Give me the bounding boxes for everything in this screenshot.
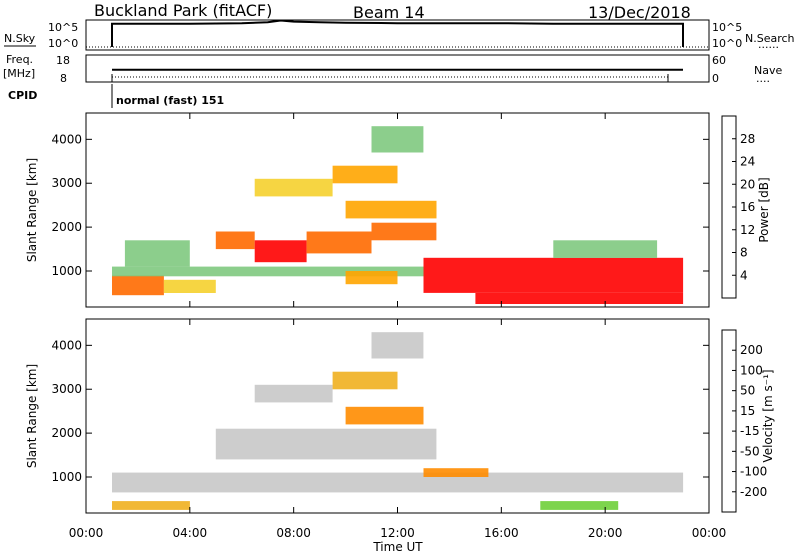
vel-cell-2 — [215, 428, 437, 460]
velocity-colorbar-tick-7: 200 — [740, 343, 763, 357]
noise-right-line: ...... — [758, 38, 779, 51]
velocity-colorbar-tick-5: 50 — [740, 384, 755, 398]
power-ytick-2: 3000 — [51, 176, 82, 190]
velocity-colorbar-tick-4: 15 — [740, 404, 755, 418]
power-colorbar-tick-4: 20 — [740, 177, 755, 191]
freq-left-tick-bottom: 8 — [60, 72, 67, 85]
power-cell-7 — [371, 222, 437, 241]
power-heatmap — [112, 126, 684, 304]
cpid-value: normal (fast) 151 — [116, 94, 224, 107]
power-cell-10 — [475, 293, 684, 304]
velocity-ytick-1: 2000 — [51, 426, 82, 440]
velocity-colorbar: -200 -100 -50 -15 15 50 100 200 — [721, 329, 767, 513]
power-ylabel: Slant Range [km] — [25, 158, 39, 262]
power-colorbar-tick-5: 24 — [740, 155, 755, 169]
freq-right-tick-bottom: 0 — [712, 72, 719, 85]
vel-cell-6 — [423, 468, 489, 477]
vel-cell-3 — [254, 384, 333, 403]
power-colorbar-tick-3: 16 — [740, 200, 755, 214]
x-tick-4: 16:00 — [484, 526, 519, 540]
power-cell-9 — [423, 257, 684, 293]
velocity-ytick-0: 1000 — [51, 470, 82, 484]
freq-left-tick-top: 18 — [56, 54, 70, 67]
date-title: 13/Dec/2018 — [588, 3, 691, 22]
station-title: Buckland Park (fitACF) — [94, 1, 272, 20]
velocity-colorbar-label: Velocity [m s⁻¹] — [761, 369, 775, 462]
velocity-ylabel: Slant Range [km] — [25, 364, 39, 468]
power-cell-11 — [254, 178, 333, 197]
power-cell-1 — [112, 266, 424, 277]
power-cell-3 — [163, 279, 216, 293]
vel-cell-4 — [332, 371, 398, 390]
vel-cell-5 — [345, 406, 424, 425]
noise-left-tick-bottom: 10^0 — [48, 37, 78, 50]
x-tick-3: 12:00 — [380, 526, 415, 540]
velocity-ytick-2: 3000 — [51, 382, 82, 396]
power-cell-4 — [215, 231, 255, 250]
noise-right-label: N.Search — [745, 32, 795, 45]
noise-right-tick-bottom: 10^0 — [712, 37, 742, 50]
cpid-label: CPID — [8, 89, 37, 102]
x-tick-1: 04:00 — [173, 526, 208, 540]
power-cell-6 — [306, 231, 372, 254]
x-tick-0: 00:00 — [69, 526, 104, 540]
noise-left-tick-top: 10^5 — [48, 21, 78, 34]
power-colorbar: 4 8 12 16 20 24 28 — [721, 115, 755, 299]
power-ytick-0: 1000 — [51, 264, 82, 278]
power-cell-8 — [345, 271, 398, 285]
power-cell-5 — [254, 240, 307, 263]
vel-cell-0 — [112, 472, 684, 493]
freq-left-label-bottom: [MHz] — [3, 67, 35, 80]
power-colorbar-tick-6: 28 — [740, 132, 755, 146]
x-tick-2: 08:00 — [276, 526, 311, 540]
power-colorbar-tick-2: 12 — [740, 223, 755, 237]
velocity-colorbar-tick-0: -200 — [740, 485, 767, 499]
x-tick-5: 20:00 — [588, 526, 623, 540]
freq-right-tick-top: 60 — [712, 54, 726, 67]
beam-title: Beam 14 — [353, 3, 425, 22]
vel-cell-8 — [371, 332, 424, 359]
power-panel: 1000 2000 3000 4000 Slant Range [km] 4 8 12 16… — [25, 112, 771, 308]
power-cell-0 — [112, 275, 164, 296]
power-cell-15 — [553, 240, 658, 258]
noise-sky-line — [111, 19, 684, 47]
frequency-panel: Freq. [MHz] 18 8 60 0 Nave .... — [3, 53, 782, 85]
power-cell-12 — [332, 165, 398, 184]
power-cell-2 — [124, 240, 190, 267]
x-axis-label: Time UT — [372, 540, 423, 554]
power-cell-14 — [371, 126, 424, 153]
velocity-ytick-3: 4000 — [51, 338, 82, 352]
velocity-heatmap — [112, 332, 684, 510]
power-colorbar-label: Power [dB] — [757, 177, 771, 242]
noise-right-tick-top: 10^5 — [712, 21, 742, 34]
velocity-colorbar-tick-6: 100 — [740, 363, 763, 377]
noise-panel: N.Sky 10^5 10^0 10^5 10^0 N.Search .....… — [4, 19, 795, 51]
power-colorbar-tick-1: 8 — [740, 246, 748, 260]
power-ytick-1: 2000 — [51, 220, 82, 234]
noise-left-label: N.Sky — [4, 32, 36, 45]
freq-left-label-top: Freq. — [6, 53, 33, 66]
x-tick-6: 00:00 — [692, 526, 727, 540]
power-colorbar-tick-0: 4 — [740, 268, 748, 282]
x-axis: 00:00 04:00 08:00 12:00 16:00 20:00 00:00 — [69, 113, 727, 540]
nave-label: Nave — [754, 64, 782, 77]
velocity-colorbar-tick-2: -50 — [740, 444, 760, 458]
nave-line: .... — [756, 72, 770, 85]
velocity-colorbar-tick-3: -15 — [740, 424, 760, 438]
velocity-colorbar-tick-1: -100 — [740, 465, 767, 479]
vel-cell-1 — [112, 501, 190, 510]
velocity-panel: 1000 2000 3000 4000 Slant Range [km] -200 -1… — [25, 318, 775, 514]
cpid-panel: CPID normal (fast) 151 — [8, 84, 224, 108]
power-cell-13 — [345, 200, 437, 219]
vel-cell-7 — [540, 501, 619, 510]
power-ytick-3: 4000 — [51, 132, 82, 146]
